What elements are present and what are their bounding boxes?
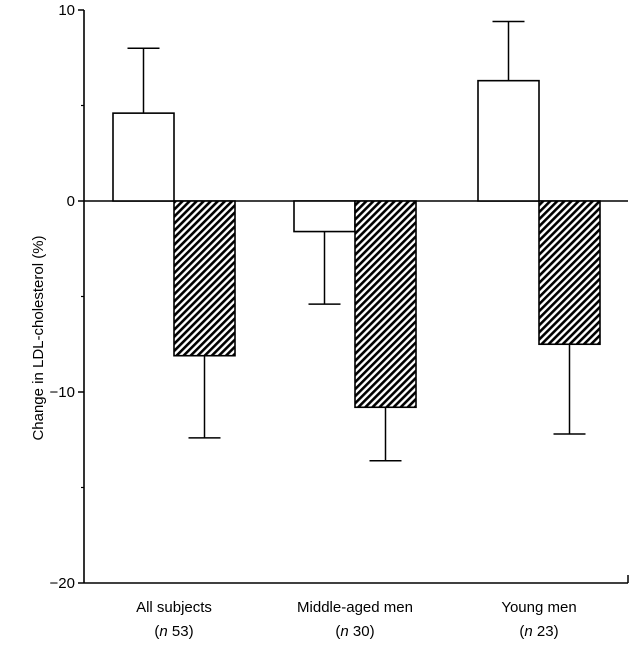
category-n-label: (n 23) xyxy=(519,623,558,640)
error-bars xyxy=(127,20,586,462)
category-label: Middle-aged men xyxy=(297,599,413,616)
bar xyxy=(354,200,417,409)
bar xyxy=(293,200,356,233)
bar xyxy=(173,200,236,357)
bar xyxy=(112,112,175,202)
bars xyxy=(112,79,601,409)
y-axis: −20 −10 0 10 xyxy=(50,2,85,592)
bar xyxy=(477,79,540,202)
category-label: Young men xyxy=(501,599,576,616)
y-tick-label: 0 xyxy=(67,193,75,210)
y-tick-label: −20 xyxy=(50,575,75,592)
category-n-label: (n 30) xyxy=(335,623,374,640)
y-tick-label: 10 xyxy=(58,2,75,19)
category-label: All subjects xyxy=(136,599,212,616)
y-tick-label: −10 xyxy=(50,384,75,401)
y-axis-label: Change in LDL-cholesterol (%) xyxy=(30,235,47,440)
category-n-label: (n 53) xyxy=(154,623,193,640)
category-labels: All subjects Middle-aged men Young men (… xyxy=(136,599,577,640)
bar xyxy=(538,200,601,346)
